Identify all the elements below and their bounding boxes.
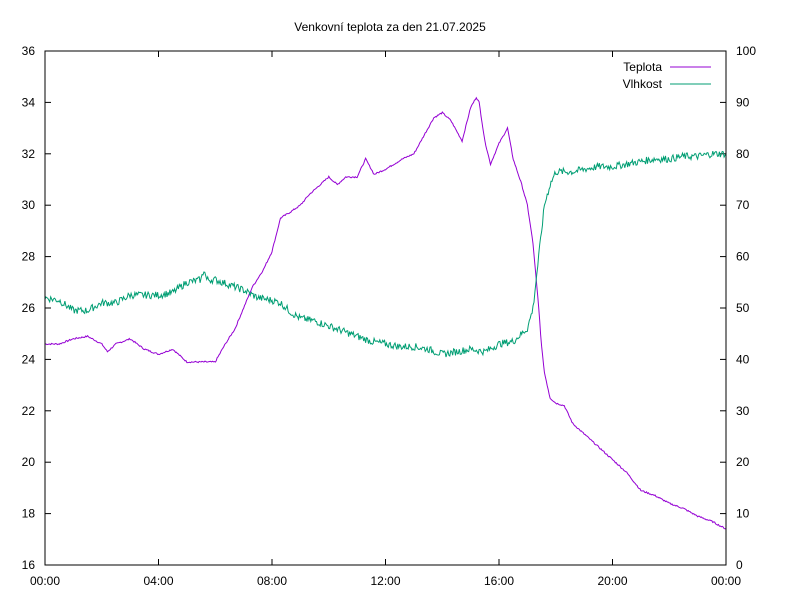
bottom-tick-label: 20:00 (597, 574, 627, 588)
right-tick-label: 0 (736, 558, 743, 572)
left-tick-label: 16 (22, 558, 36, 572)
right-tick-label: 50 (736, 301, 750, 315)
left-axis-ticks: 16 18 20 22 24 26 28 30 32 34 36 (22, 44, 51, 572)
left-tick-label: 26 (22, 301, 36, 315)
left-tick-label: 28 (22, 250, 36, 264)
legend-label: Teplota (623, 60, 662, 74)
bottom-axis-ticks: 00:00 04:00 08:00 12:00 16:00 20:00 00:00 (30, 51, 741, 588)
legend-label: Vlhkost (623, 77, 663, 91)
legend: Teplota Vlhkost (623, 60, 711, 91)
right-tick-label: 100 (736, 44, 756, 58)
right-tick-label: 20 (736, 455, 750, 469)
bottom-tick-label: 04:00 (143, 574, 173, 588)
bottom-tick-label: 08:00 (257, 574, 287, 588)
series-line-vlhkost (44, 150, 727, 358)
right-tick-label: 80 (736, 147, 750, 161)
bottom-tick-label: 00:00 (711, 574, 741, 588)
left-tick-label: 34 (22, 95, 36, 109)
right-tick-label: 70 (736, 198, 750, 212)
left-tick-label: 36 (22, 44, 36, 58)
left-tick-label: 30 (22, 198, 36, 212)
series-layer (44, 96, 727, 530)
left-tick-label: 32 (22, 147, 36, 161)
bottom-tick-label: 00:00 (30, 574, 60, 588)
left-tick-label: 22 (22, 404, 36, 418)
left-tick-label: 18 (22, 507, 36, 521)
left-tick-label: 20 (22, 455, 36, 469)
plot-frame (44, 50, 727, 566)
right-axis-ticks: 0 10 20 30 40 50 60 70 80 90 100 (720, 44, 756, 572)
right-tick-label: 90 (736, 95, 750, 109)
right-tick-label: 30 (736, 404, 750, 418)
right-tick-label: 10 (736, 507, 750, 521)
bottom-tick-label: 12:00 (370, 574, 400, 588)
right-tick-label: 60 (736, 250, 750, 264)
series-line-teplota (44, 96, 727, 530)
left-tick-label: 24 (22, 352, 36, 366)
chart-title: Venkovní teplota za den 21.07.2025 (294, 20, 486, 34)
right-tick-label: 40 (736, 352, 750, 366)
bottom-tick-label: 16:00 (484, 574, 514, 588)
